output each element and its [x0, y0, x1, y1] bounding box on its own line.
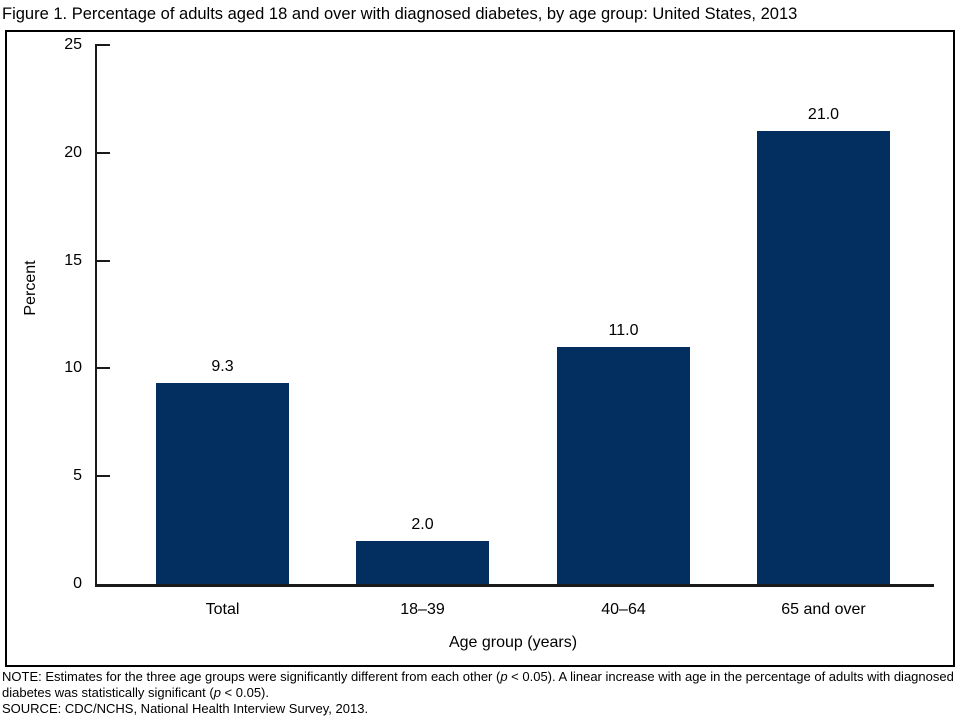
y-tick-mark — [95, 259, 110, 262]
bar-value-label: 21.0 — [807, 106, 840, 123]
note-p-italic: p — [500, 669, 508, 684]
y-tick-label: 15 — [64, 251, 82, 269]
bar-2 — [557, 347, 690, 584]
y-tick-mark — [95, 151, 110, 154]
bar-1 — [356, 541, 489, 584]
x-tick-label: Total — [205, 601, 240, 618]
y-tick-mark — [95, 367, 110, 370]
figure-title: Figure 1. Percentage of adults aged 18 a… — [2, 5, 798, 23]
bar-0 — [156, 383, 289, 584]
x-tick-label: 18–39 — [400, 601, 445, 618]
x-tick-label: 40–64 — [601, 601, 646, 618]
bar-value-label: 11.0 — [608, 322, 639, 339]
bar-3 — [757, 131, 890, 584]
x-tick-label: 65 and over — [781, 601, 866, 618]
bar-value-label: 2.0 — [411, 516, 434, 533]
chart-plot-area: Percent Age group (years) 0 5 10 15 20 25 9.3 T… — [5, 30, 955, 667]
y-tick-mark — [95, 44, 110, 46]
y-axis-line — [95, 45, 97, 586]
x-axis-line — [95, 584, 934, 587]
y-tick-label: 10 — [64, 359, 82, 377]
bar-value-label: 9.3 — [211, 358, 234, 375]
note-segment: NOTE: Estimates for the three age groups… — [2, 669, 501, 684]
y-tick-label: 20 — [64, 143, 82, 161]
source-text: SOURCE: CDC/NCHS, National Health Interv… — [2, 701, 369, 716]
y-tick-label: 0 — [73, 575, 82, 592]
y-tick-mark — [95, 475, 110, 478]
y-tick-label: 5 — [73, 467, 82, 485]
note-text: NOTE: Estimates for the three age groups… — [2, 669, 958, 701]
note-p-italic: p — [213, 685, 221, 700]
note-segment: < 0.05). — [220, 685, 269, 700]
note-segment: < 0.05). A linear increase with age in t… — [2, 669, 954, 700]
x-axis-title: Age group (years) — [448, 634, 578, 651]
y-tick-label: 25 — [64, 36, 82, 53]
